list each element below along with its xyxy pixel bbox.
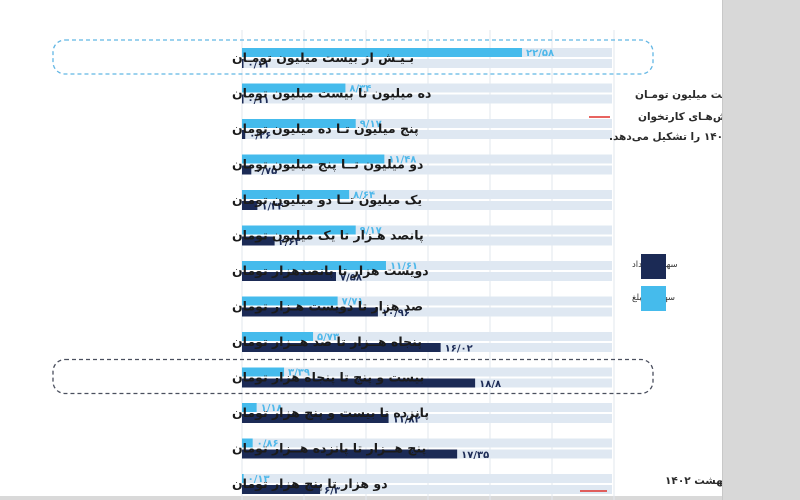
count-track: [242, 94, 612, 104]
count-track: [242, 307, 612, 317]
count-bar: [242, 201, 258, 210]
amount-value-label: ۱۱/۶۱: [390, 261, 418, 272]
count-track: [242, 165, 612, 175]
count-value-label: ۰/۷۵: [255, 166, 277, 177]
count-value-label: ۱۰/۹۶: [382, 308, 410, 319]
count-bar: [242, 485, 321, 494]
amount-value-label: ۰/۱۳: [248, 474, 270, 485]
amount-bar: [242, 438, 253, 448]
count-value-label: ۲/۶۳: [279, 237, 301, 248]
count-value-label: ۱۱/۸۲: [393, 415, 421, 426]
amount-bar: [242, 474, 244, 483]
count-bar: [242, 378, 476, 388]
count-bar: [242, 165, 252, 175]
count-track: [242, 130, 612, 139]
category-label: بـیـش از بیست میلیون تومـان: [232, 50, 414, 65]
count-bar: [242, 94, 244, 104]
amount-value-label: ۷/۷۱: [342, 297, 364, 308]
bottom-note: ۱۸/۸ درصد از تعداد کل تراکنش‌های کارتخوا…: [665, 475, 722, 487]
amount-track: [242, 367, 612, 377]
count-value-label: ۱/۲۴: [261, 202, 283, 213]
count-bar: [242, 272, 336, 281]
amount-value-label: ۵/۷۳: [317, 332, 339, 343]
amount-value-label: ۳/۳۹: [288, 368, 310, 379]
amount-track: [242, 261, 612, 270]
category-label: دو میلیون تــا پنج میلیون تومان: [232, 157, 423, 172]
count-value-label: ۱۷/۳۵: [461, 450, 489, 461]
amount-track: [242, 119, 612, 128]
highlight-frame: [52, 358, 654, 395]
amount-value-label: ۰/۸۶: [257, 439, 279, 450]
category-label: پانصد هـزار تا یک میلیون تومان: [232, 228, 424, 243]
side-panel: [722, 0, 800, 500]
amount-value-label: ۹/۱۷: [360, 119, 382, 130]
top-note-line3: اردیبهشت ۱۴۰۲ را تشکیل می‌دهد.: [609, 131, 722, 143]
count-bar: [242, 414, 389, 423]
category-label: صد هزار تا دویست هـزار تومان: [232, 299, 423, 314]
count-bar: [242, 343, 441, 352]
amount-value-label: ۱/۱۸: [261, 403, 283, 414]
bottom-divider: [0, 496, 722, 500]
count-value-label: ۰/۱۱: [248, 95, 270, 106]
count-track: [242, 236, 612, 246]
amount-bar: [242, 154, 385, 164]
count-bar: [242, 236, 275, 246]
amount-track: [242, 403, 612, 412]
count-track: [242, 272, 612, 281]
category-label: ده میلیون تا بیست میلیون تومان: [232, 86, 431, 101]
amount-value-label: ۱۱/۴۸: [388, 155, 416, 166]
legend-amount-swatch: [641, 286, 666, 311]
count-value-label: ۰/۱۱: [248, 60, 270, 71]
category-label: دو هزار تا پنج هزار تومان: [232, 476, 388, 491]
category-label: پنج میلیون تـا ده میلیون تومان: [232, 121, 419, 136]
count-value-label: ۰/۲۶: [249, 131, 271, 142]
count-bar: [242, 307, 378, 317]
amount-bar: [242, 119, 356, 128]
amount-bar: [242, 261, 386, 270]
category-label: بیست و پنج تا پنجاه هزار تومان: [232, 370, 424, 385]
category-label: یک میلیون تــا دو میلیون تومان: [232, 192, 422, 207]
count-bar: [242, 59, 244, 68]
amount-value-label: ۸/۳۴: [349, 84, 371, 95]
amount-bar: [242, 83, 346, 93]
amount-bar: [242, 190, 350, 199]
amount-bar: [242, 296, 338, 306]
amount-track: [242, 296, 612, 306]
category-label: پانزده تا بیست و پنج هزار تومان: [232, 405, 429, 420]
count-track: [242, 485, 612, 494]
amount-track: [242, 225, 612, 235]
category-label: دویست هزار تا پانصدهزار تومان: [232, 263, 429, 278]
amount-bar: [242, 48, 522, 57]
amount-bar: [242, 225, 356, 235]
count-track: [242, 414, 612, 423]
count-value-label: ۱۸/۸: [479, 379, 501, 390]
amount-track: [242, 83, 612, 93]
amount-track: [242, 154, 612, 164]
amount-track: [242, 332, 612, 341]
amount-track: [242, 474, 612, 483]
amount-value-label: ۹/۱۷: [360, 226, 382, 237]
top-note-line1: تراکنش‌های بازه بیشتر از بیست میلیون توم…: [635, 89, 722, 101]
amount-bar: [242, 367, 285, 377]
amount-bar: [242, 403, 257, 412]
legend-count-swatch: [641, 254, 666, 279]
count-bar: [242, 130, 246, 139]
amount-value-label: ۲۲/۵۸: [526, 48, 554, 59]
category-label: پنجاه هــزار تا صد هــزار تومان: [232, 334, 422, 349]
top-note-line2: ۲۲/۵۸ درصد از مبلغ کل تراکنش‌هـای کارتخو…: [638, 111, 722, 123]
amount-value-label: ۸/۶۴: [353, 190, 375, 201]
amount-track: [242, 190, 612, 199]
count-track: [242, 201, 612, 210]
amount-bar: [242, 332, 314, 341]
count-value-label: ۷/۵۸: [340, 273, 362, 284]
count-track: [242, 59, 612, 68]
count-value-label: ۱۶/۰۲: [445, 344, 473, 355]
count-value-label: ۶/۳: [324, 486, 340, 497]
category-label: پنج هــزار تا پانزده هــزار تومان: [232, 441, 426, 456]
highlight-frame: [52, 39, 654, 75]
amount-track: [242, 438, 612, 448]
count-bar: [242, 449, 458, 459]
